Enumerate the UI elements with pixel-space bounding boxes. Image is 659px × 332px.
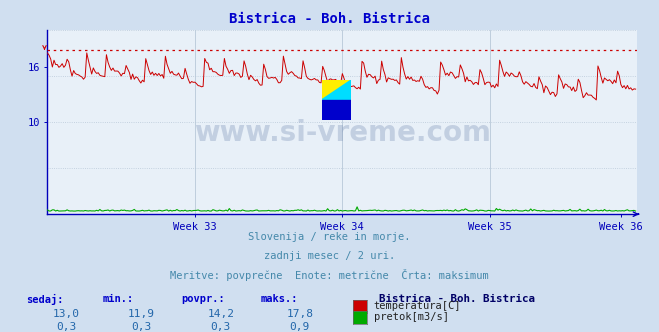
Polygon shape [322,80,351,100]
Text: 0,3: 0,3 [132,322,152,332]
Text: 0,3: 0,3 [56,322,76,332]
Text: maks.:: maks.: [260,294,298,304]
Text: zadnji mesec / 2 uri.: zadnji mesec / 2 uri. [264,251,395,261]
Text: 0,9: 0,9 [290,322,310,332]
Polygon shape [322,80,351,100]
Text: min.:: min.: [102,294,133,304]
Text: 11,9: 11,9 [129,309,155,319]
Polygon shape [322,100,351,120]
Text: 13,0: 13,0 [53,309,79,319]
Text: www.si-vreme.com: www.si-vreme.com [194,119,491,147]
Text: Bistrica - Boh. Bistrica: Bistrica - Boh. Bistrica [229,12,430,26]
Text: 0,3: 0,3 [211,322,231,332]
Text: povpr.:: povpr.: [181,294,225,304]
Text: Bistrica - Boh. Bistrica: Bistrica - Boh. Bistrica [379,294,535,304]
Text: sedaj:: sedaj: [26,294,64,305]
Text: 17,8: 17,8 [287,309,313,319]
Text: 14,2: 14,2 [208,309,234,319]
Text: pretok[m3/s]: pretok[m3/s] [374,312,449,322]
Text: temperatura[C]: temperatura[C] [374,301,461,311]
Text: Meritve: povprečne  Enote: metrične  Črta: maksimum: Meritve: povprečne Enote: metrične Črta:… [170,269,489,281]
Text: Slovenija / reke in morje.: Slovenija / reke in morje. [248,232,411,242]
